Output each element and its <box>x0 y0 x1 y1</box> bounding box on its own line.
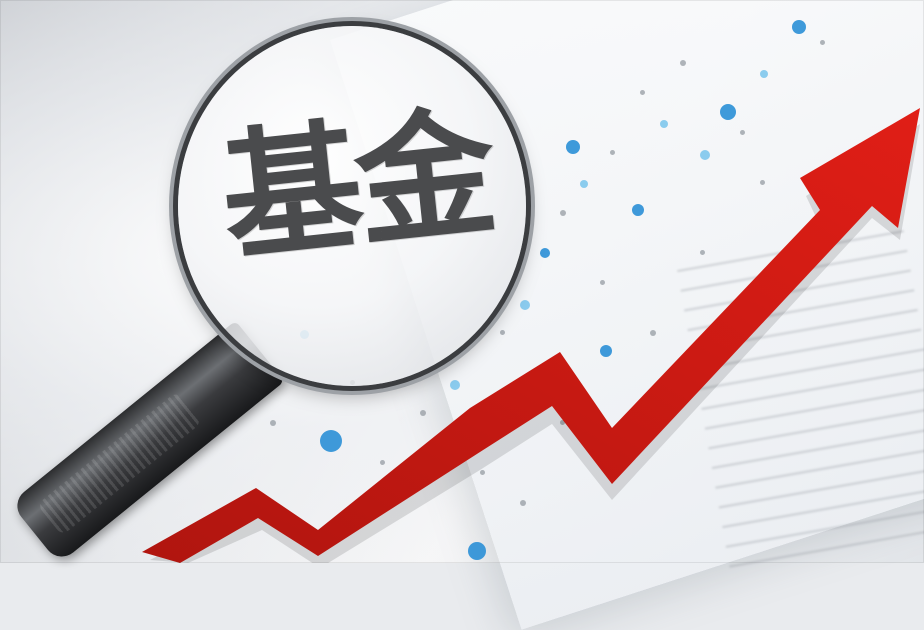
data-dot <box>560 420 565 425</box>
data-dot <box>632 204 644 216</box>
data-dot <box>760 180 765 185</box>
data-dot <box>580 180 588 188</box>
data-dot <box>520 300 530 310</box>
data-dot <box>680 60 686 66</box>
magnifier-lens <box>178 26 526 386</box>
data-dot <box>540 248 550 258</box>
data-dot <box>420 410 426 416</box>
data-dot <box>600 280 605 285</box>
rising-arrow-icon <box>142 108 920 563</box>
data-dot <box>700 250 705 255</box>
data-dot <box>566 140 580 154</box>
data-dot <box>660 120 668 128</box>
arrow-body <box>142 108 920 563</box>
data-dot <box>640 90 645 95</box>
data-dot <box>600 345 612 357</box>
lens-text: 基金 <box>214 90 498 282</box>
data-dot <box>520 500 526 506</box>
data-dot <box>468 542 486 560</box>
data-dot <box>380 460 385 465</box>
data-dot <box>480 470 485 475</box>
data-dot <box>792 20 806 34</box>
data-dot <box>270 420 276 426</box>
data-dot <box>450 380 460 390</box>
data-dot <box>760 70 768 78</box>
data-dot <box>820 40 825 45</box>
data-dot <box>610 150 615 155</box>
data-dot <box>720 104 736 120</box>
data-dot <box>500 330 505 335</box>
data-dot <box>560 210 566 216</box>
data-dot <box>700 150 710 160</box>
data-dot <box>320 430 342 452</box>
data-dot <box>740 130 745 135</box>
data-dot <box>650 330 656 336</box>
magnifying-glass-icon: 基金 <box>178 26 526 386</box>
